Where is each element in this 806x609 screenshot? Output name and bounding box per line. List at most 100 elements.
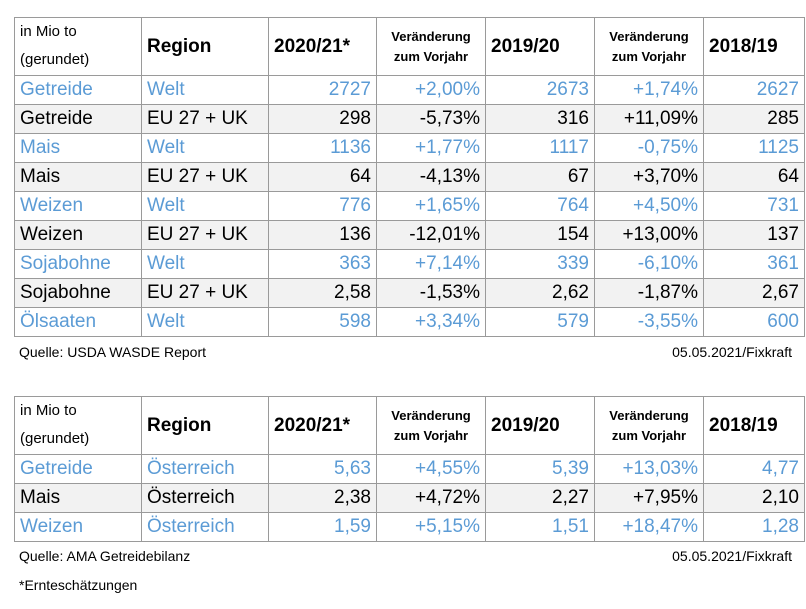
table-world-eu: in Mio to (gerundet) Region 2020/21* Verä… bbox=[14, 17, 805, 337]
region-header: Region bbox=[141, 396, 269, 455]
value-cell: 285 bbox=[703, 104, 805, 134]
product-cell: Getreide bbox=[14, 454, 142, 484]
value-cell: 136 bbox=[268, 220, 377, 250]
change-cell: +1,77% bbox=[376, 133, 486, 163]
change-cell: -0,75% bbox=[594, 133, 704, 163]
change-cell: -1,53% bbox=[376, 278, 486, 308]
product-cell: Ölsaaten bbox=[14, 307, 142, 337]
change-cell: +3,70% bbox=[594, 162, 704, 192]
region-cell: Welt bbox=[141, 249, 269, 279]
value-cell: 776 bbox=[268, 191, 377, 221]
value-cell: 1136 bbox=[268, 133, 377, 163]
change-cell: -12,01% bbox=[376, 220, 486, 250]
value-cell: 339 bbox=[485, 249, 595, 279]
change-header-2: Veränderung zum Vorjahr bbox=[594, 396, 704, 455]
change-cell: +18,47% bbox=[594, 512, 704, 542]
change-cell: +11,09% bbox=[594, 104, 704, 134]
value-cell: 137 bbox=[703, 220, 805, 250]
unit-header: in Mio to (gerundet) bbox=[14, 396, 142, 455]
change-cell: +4,50% bbox=[594, 191, 704, 221]
product-cell: Sojabohne bbox=[14, 278, 142, 308]
table-row: Mais EU 27 + UK 64 -4,13% 67 +3,70% 64 bbox=[14, 162, 805, 192]
value-cell: 361 bbox=[703, 249, 805, 279]
table-row: Mais Welt 1136 +1,77% 1117 -0,75% 1125 bbox=[14, 133, 805, 163]
value-cell: 1,51 bbox=[485, 512, 595, 542]
value-cell: 64 bbox=[703, 162, 805, 192]
value-cell: 154 bbox=[485, 220, 595, 250]
region-cell: Welt bbox=[141, 75, 269, 105]
product-cell: Weizen bbox=[14, 220, 142, 250]
region-cell: Österreich bbox=[141, 512, 269, 542]
year-header-2019-20: 2019/20 bbox=[485, 17, 595, 76]
value-cell: 2,10 bbox=[703, 483, 805, 513]
change-cell: -5,73% bbox=[376, 104, 486, 134]
region-cell: EU 27 + UK bbox=[141, 220, 269, 250]
table-row: Sojabohne EU 27 + UK 2,58 -1,53% 2,62 -1… bbox=[14, 278, 805, 308]
change-cell: +7,95% bbox=[594, 483, 704, 513]
product-cell: Getreide bbox=[14, 75, 142, 105]
year-header-2018-19: 2018/19 bbox=[703, 396, 805, 455]
year-header-2019-20: 2019/20 bbox=[485, 396, 595, 455]
change-cell: +2,00% bbox=[376, 75, 486, 105]
table-row: Getreide Welt 2727 +2,00% 2673 +1,74% 26… bbox=[14, 75, 805, 105]
value-cell: 2,38 bbox=[268, 483, 377, 513]
source-note-1: Quelle: USDA WASDE Report bbox=[19, 344, 206, 360]
region-header: Region bbox=[141, 17, 269, 76]
value-cell: 600 bbox=[703, 307, 805, 337]
value-cell: 4,77 bbox=[703, 454, 805, 484]
value-cell: 579 bbox=[485, 307, 595, 337]
value-cell: 64 bbox=[268, 162, 377, 192]
value-cell: 598 bbox=[268, 307, 377, 337]
table-row: Getreide EU 27 + UK 298 -5,73% 316 +11,0… bbox=[14, 104, 805, 134]
value-cell: 5,39 bbox=[485, 454, 595, 484]
value-cell: 1,59 bbox=[268, 512, 377, 542]
year-header-2018-19: 2018/19 bbox=[703, 17, 805, 76]
table-row: Ölsaaten Welt 598 +3,34% 579 -3,55% 600 bbox=[14, 307, 805, 337]
change-cell: -4,13% bbox=[376, 162, 486, 192]
value-cell: 298 bbox=[268, 104, 377, 134]
value-cell: 2673 bbox=[485, 75, 595, 105]
value-cell: 67 bbox=[485, 162, 595, 192]
value-cell: 2,58 bbox=[268, 278, 377, 308]
product-cell: Mais bbox=[14, 133, 142, 163]
product-cell: Getreide bbox=[14, 104, 142, 134]
change-cell: +5,15% bbox=[376, 512, 486, 542]
table-austria: in Mio to (gerundet) Region 2020/21* Verä… bbox=[14, 396, 805, 542]
region-cell: Österreich bbox=[141, 483, 269, 513]
value-cell: 2,67 bbox=[703, 278, 805, 308]
footnote: *Ernteschätzungen bbox=[19, 577, 138, 593]
table-row: Weizen Welt 776 +1,65% 764 +4,50% 731 bbox=[14, 191, 805, 221]
change-cell: -1,87% bbox=[594, 278, 704, 308]
value-cell: 2,62 bbox=[485, 278, 595, 308]
product-cell: Weizen bbox=[14, 512, 142, 542]
table-row: Weizen Österreich 1,59 +5,15% 1,51 +18,4… bbox=[14, 512, 805, 542]
value-cell: 2727 bbox=[268, 75, 377, 105]
change-cell: +13,03% bbox=[594, 454, 704, 484]
value-cell: 363 bbox=[268, 249, 377, 279]
region-cell: Welt bbox=[141, 191, 269, 221]
change-cell: +1,65% bbox=[376, 191, 486, 221]
change-cell: +4,55% bbox=[376, 454, 486, 484]
value-cell: 5,63 bbox=[268, 454, 377, 484]
table-header-row: in Mio to (gerundet) Region 2020/21* Verä… bbox=[14, 17, 805, 76]
value-cell: 1117 bbox=[485, 133, 595, 163]
change-cell: +1,74% bbox=[594, 75, 704, 105]
value-cell: 1125 bbox=[703, 133, 805, 163]
change-cell: -6,10% bbox=[594, 249, 704, 279]
change-cell: +13,00% bbox=[594, 220, 704, 250]
change-cell: +4,72% bbox=[376, 483, 486, 513]
region-cell: Welt bbox=[141, 307, 269, 337]
change-header-2: Veränderung zum Vorjahr bbox=[594, 17, 704, 76]
value-cell: 2,27 bbox=[485, 483, 595, 513]
table-row: Weizen EU 27 + UK 136 -12,01% 154 +13,00… bbox=[14, 220, 805, 250]
value-cell: 1,28 bbox=[703, 512, 805, 542]
product-cell: Mais bbox=[14, 483, 142, 513]
table-row: Getreide Österreich 5,63 +4,55% 5,39 +13… bbox=[14, 454, 805, 484]
value-cell: 731 bbox=[703, 191, 805, 221]
source-note-2: Quelle: AMA Getreidebilanz bbox=[19, 548, 191, 564]
region-cell: EU 27 + UK bbox=[141, 278, 269, 308]
value-cell: 2627 bbox=[703, 75, 805, 105]
table-row: Mais Österreich 2,38 +4,72% 2,27 +7,95% … bbox=[14, 483, 805, 513]
change-cell: +7,14% bbox=[376, 249, 486, 279]
table-row: Sojabohne Welt 363 +7,14% 339 -6,10% 361 bbox=[14, 249, 805, 279]
